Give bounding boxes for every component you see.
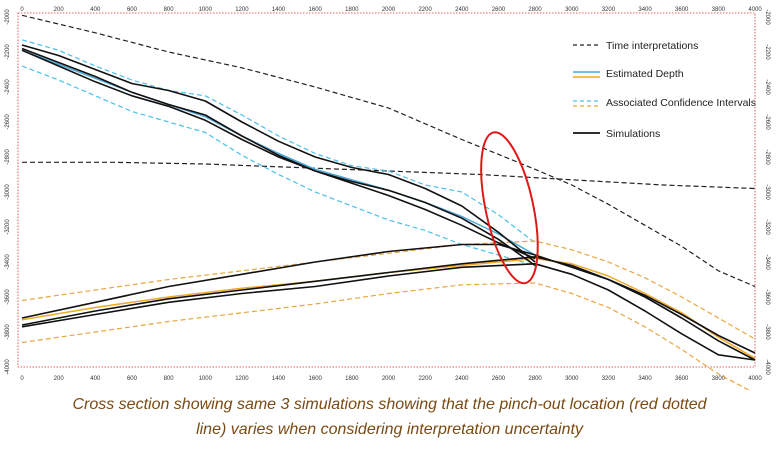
legend-label-time: Time interpretations: [606, 40, 698, 52]
legend-label-sim: Simulations: [606, 128, 660, 140]
y-tick-right--3800: -3800: [764, 324, 770, 340]
x-tick-top-2000: 2000: [382, 7, 396, 13]
series-confidence-interval-7: [21, 282, 751, 390]
series-layer: [21, 14, 756, 390]
y-tick-left--2000: -2000: [5, 9, 11, 25]
x-tick-bottom-3600: 3600: [675, 376, 689, 382]
series-time-interpretation-0: [21, 14, 756, 288]
x-tick-bottom-1400: 1400: [272, 376, 286, 382]
series-estimated-depth-5: [21, 257, 756, 359]
x-tick-top-2400: 2400: [455, 7, 469, 13]
legend-label-ci: Associated Confidence Intervals: [606, 97, 756, 109]
series-simulation-8: [21, 44, 536, 263]
x-tick-top-2600: 2600: [492, 7, 506, 13]
x-tick-top-3800: 3800: [712, 7, 726, 13]
y-tick-left--4000: -4000: [5, 359, 11, 375]
y-tick-right--4000: -4000: [764, 359, 770, 375]
y-tick-left--3800: -3800: [5, 324, 11, 340]
series-simulation-11: [21, 243, 756, 354]
cross-section-chart: 0 200 400 600 800 1000 1200 1400 1600 1800 2000 220…: [5, 7, 770, 390]
x-tick-top-0: 0: [20, 7, 24, 13]
x-tick-bottom-1000: 1000: [199, 376, 213, 382]
x-tick-bottom-1200: 1200: [235, 376, 249, 382]
x-tick-top-1200: 1200: [235, 7, 249, 13]
x-tick-top-3200: 3200: [602, 7, 616, 13]
y-tick-right--3400: -3400: [764, 254, 770, 270]
x-tick-top-1600: 1600: [309, 7, 323, 13]
y-tick-right--2400: -2400: [764, 79, 770, 95]
x-tick-bottom-1600: 1600: [309, 376, 323, 382]
series-time-interpretation-1: [22, 161, 756, 190]
x-tick-top-2800: 2800: [528, 7, 542, 13]
caption-line-1: Cross section showing same 3 simulations…: [72, 396, 707, 413]
x-tick-top-2200: 2200: [418, 7, 432, 13]
legend-label-depth: Estimated Depth: [606, 68, 684, 80]
y-tick-right--2800: -2800: [764, 149, 770, 165]
series-simulation-12: [21, 255, 756, 361]
figure-caption: Cross section showing same 3 simulations…: [0, 392, 779, 442]
x-tick-bottom-2400: 2400: [455, 376, 469, 382]
x-tick-top-200: 200: [54, 7, 65, 13]
x-tick-top-3400: 3400: [638, 7, 652, 13]
x-tick-bottom-600: 600: [127, 376, 138, 382]
x-tick-top-1400: 1400: [272, 7, 286, 13]
y-tick-right--2200: -2200: [764, 44, 770, 60]
series-confidence-interval-2: [21, 39, 536, 244]
x-tick-top-3000: 3000: [565, 7, 579, 13]
x-tick-bottom-400: 400: [90, 376, 101, 382]
y-tick-left--3400: -3400: [5, 254, 11, 270]
y-tick-right--3200: -3200: [764, 219, 770, 235]
x-tick-bottom-3800: 3800: [712, 376, 726, 382]
x-tick-bottom-1800: 1800: [345, 376, 359, 382]
x-tick-top-600: 600: [127, 7, 138, 13]
y-tick-left--2200: -2200: [5, 44, 11, 60]
annotation-layer: [480, 131, 539, 285]
series-estimated-depth-4: [21, 49, 536, 256]
x-tick-bottom-0: 0: [20, 376, 24, 382]
pinch-out-ellipse: [480, 131, 539, 285]
y-tick-left--2600: -2600: [5, 114, 11, 130]
y-tick-left--3000: -3000: [5, 184, 11, 200]
x-tick-top-1800: 1800: [345, 7, 359, 13]
caption-line-2: line) varies when considering interpreta…: [196, 421, 583, 438]
x-tick-labels-top: 0 200 400 600 800 1000 1200 1400 1600 1800 2000 220…: [20, 7, 762, 13]
y-tick-left--2400: -2400: [5, 79, 11, 95]
x-tick-bottom-200: 200: [54, 376, 65, 382]
y-tick-left--2800: -2800: [5, 149, 11, 165]
x-tick-top-800: 800: [164, 7, 175, 13]
series-confidence-interval-3: [21, 65, 536, 267]
legend: Time interpretations Estimated Depth Ass…: [573, 40, 756, 140]
x-tick-bottom-2200: 2200: [418, 376, 432, 382]
series-simulation-9: [21, 47, 536, 260]
x-tick-bottom-2000: 2000: [382, 376, 396, 382]
series-simulation-10: [21, 49, 536, 267]
series-simulation-13: [21, 262, 756, 361]
y-tick-right--3600: -3600: [764, 289, 770, 305]
y-tick-left--3600: -3600: [5, 289, 11, 305]
x-tick-top-1000: 1000: [199, 7, 213, 13]
y-tick-right--2600: -2600: [764, 114, 770, 130]
y-tick-labels-right: -2000 -2200 -2400 -2600 -2800 -3000 -3200 -3400…: [764, 9, 770, 375]
x-tick-bottom-3000: 3000: [565, 376, 579, 382]
y-tick-left--3200: -3200: [5, 219, 11, 235]
x-tick-bottom-3200: 3200: [602, 376, 616, 382]
x-tick-top-3600: 3600: [675, 7, 689, 13]
x-tick-bottom-800: 800: [164, 376, 175, 382]
x-tick-bottom-2600: 2600: [492, 376, 506, 382]
y-tick-labels-left: -2000 -2200 -2400 -2600 -2800 -3000 -3200 -3400…: [5, 9, 11, 375]
y-tick-right--3000: -3000: [764, 184, 770, 200]
x-tick-bottom-2800: 2800: [528, 376, 542, 382]
y-tick-right--2000: -2000: [764, 9, 770, 25]
x-tick-bottom-3400: 3400: [638, 376, 652, 382]
x-tick-top-4000: 4000: [748, 7, 762, 13]
x-tick-top-400: 400: [90, 7, 101, 13]
x-tick-bottom-4000: 4000: [748, 376, 762, 382]
x-tick-labels-bottom: 0 200 400 600 800 1000 1200 1400 1600 1800 2000 220…: [20, 376, 762, 382]
